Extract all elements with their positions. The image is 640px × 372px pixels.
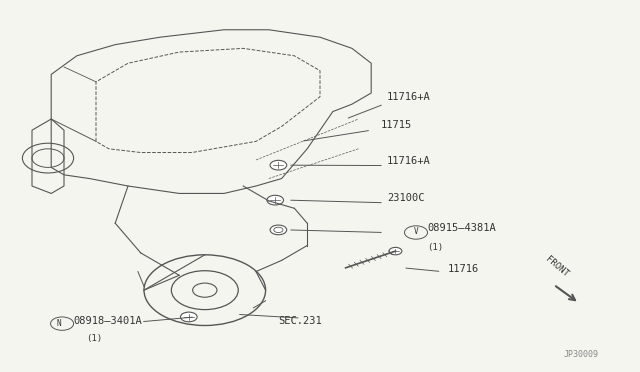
Text: 08915–4381A: 08915–4381A — [428, 223, 496, 233]
Text: FRONT: FRONT — [543, 255, 570, 279]
Text: 23100C: 23100C — [387, 193, 425, 203]
Text: 11716+A: 11716+A — [387, 92, 431, 102]
Text: SEC.231: SEC.231 — [278, 315, 322, 326]
Circle shape — [267, 195, 284, 205]
Text: 08918–3401A: 08918–3401A — [74, 315, 142, 326]
Text: N: N — [57, 318, 61, 327]
Text: 11716: 11716 — [448, 264, 479, 274]
Circle shape — [180, 312, 197, 322]
Circle shape — [270, 225, 287, 235]
Text: V: V — [413, 227, 418, 236]
Text: JP30009: JP30009 — [563, 350, 598, 359]
Text: (1): (1) — [428, 243, 444, 252]
Circle shape — [270, 160, 287, 170]
Circle shape — [389, 247, 402, 255]
Text: 11716+A: 11716+A — [387, 155, 431, 166]
Text: 11715: 11715 — [381, 120, 412, 130]
Text: (1): (1) — [86, 334, 102, 343]
